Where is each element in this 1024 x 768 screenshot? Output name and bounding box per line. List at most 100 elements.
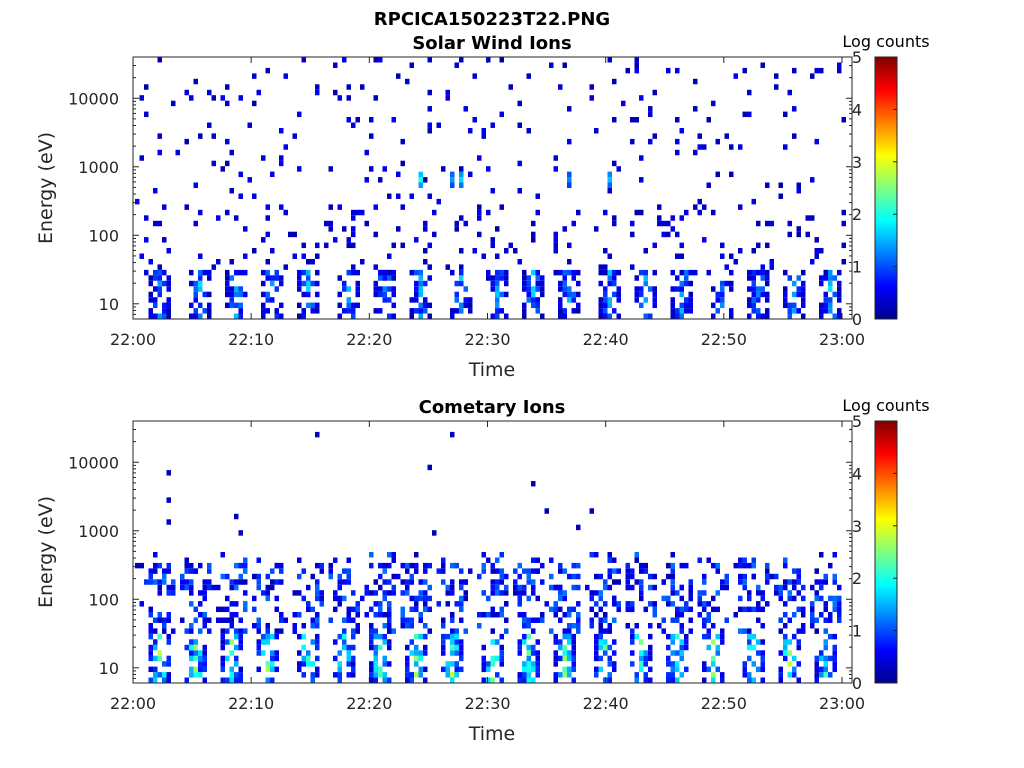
heatmap-cell <box>270 666 275 673</box>
heatmap-cell <box>445 590 450 596</box>
heatmap-cell <box>306 291 311 298</box>
heatmap-cell <box>819 584 824 591</box>
heatmap-cell <box>229 639 234 645</box>
panel2-colorbar-gradient <box>875 421 897 683</box>
heatmap-cell <box>553 248 558 254</box>
heatmap-cell <box>495 291 500 298</box>
heatmap-cell <box>819 248 824 254</box>
heatmap-cell <box>148 650 153 656</box>
heatmap-cell <box>270 584 275 591</box>
heatmap-cell <box>823 661 828 667</box>
heatmap-cell <box>301 655 306 662</box>
panel2-x-ticks: 22:00 22:10 22:20 22:30 22:40 22:50 23:00 <box>110 421 865 713</box>
heatmap-cell <box>522 617 527 623</box>
heatmap-cell <box>706 633 711 640</box>
heatmap-cell <box>697 133 702 139</box>
heatmap-cell <box>553 639 558 645</box>
heatmap-cell <box>459 182 464 188</box>
heatmap-cell <box>234 628 239 634</box>
heatmap-cell <box>751 633 756 640</box>
heatmap-cell <box>675 308 680 314</box>
heatmap-cell <box>517 100 522 107</box>
heatmap-cell <box>535 639 540 645</box>
heatmap-cell <box>778 650 783 656</box>
heatmap-cell <box>675 275 680 281</box>
heatmap-cell <box>279 155 284 161</box>
heatmap-cell <box>297 590 302 596</box>
heatmap-cell <box>382 568 387 574</box>
heatmap-cell <box>616 297 621 303</box>
heatmap-cell <box>279 302 284 309</box>
heatmap-cell <box>684 606 689 613</box>
heatmap-cell <box>828 655 833 662</box>
heatmap-cell <box>783 612 788 618</box>
heatmap-cell <box>612 291 617 298</box>
heatmap-cell <box>607 628 612 634</box>
heatmap-cell <box>274 286 279 292</box>
heatmap-cell <box>346 557 351 563</box>
heatmap-cell <box>522 308 527 314</box>
heatmap-cell <box>553 606 558 613</box>
heatmap-cell <box>387 297 392 303</box>
heatmap-cell <box>193 297 198 303</box>
heatmap-cell <box>387 579 392 585</box>
heatmap-cell <box>531 557 536 563</box>
heatmap-cell <box>567 242 572 249</box>
heatmap-cell <box>526 579 531 585</box>
heatmap-cell <box>751 308 756 314</box>
heatmap-cell <box>189 628 194 634</box>
heatmap-cell <box>198 666 203 673</box>
heatmap-cell <box>373 677 378 683</box>
heatmap-cell <box>778 617 783 623</box>
heatmap-cell <box>607 573 612 580</box>
heatmap-cell <box>373 650 378 656</box>
heatmap-cell <box>328 617 333 623</box>
heatmap-cell <box>612 650 617 656</box>
heatmap-cell <box>256 628 261 634</box>
heatmap-cell <box>310 280 315 287</box>
heatmap-cell <box>301 269 306 276</box>
heatmap-cell <box>747 655 752 662</box>
heatmap-cell <box>526 291 531 298</box>
heatmap-cell <box>711 677 716 683</box>
heatmap-cell <box>828 286 833 292</box>
heatmap-cell <box>796 182 801 188</box>
heatmap-cell <box>279 579 284 585</box>
heatmap-cell <box>207 291 212 298</box>
heatmap-cell <box>409 308 414 314</box>
heatmap-cell <box>535 209 540 216</box>
heatmap-cell <box>369 590 374 596</box>
heatmap-cell <box>675 67 680 74</box>
heatmap-cell <box>342 595 347 602</box>
heatmap-cell <box>531 650 536 656</box>
heatmap-cell <box>486 269 491 276</box>
heatmap-cell <box>760 313 765 319</box>
heatmap-cell <box>427 313 432 319</box>
heatmap-cell <box>715 297 720 303</box>
heatmap-cell <box>369 166 374 172</box>
heatmap-cell <box>783 302 788 309</box>
heatmap-cell <box>765 220 770 227</box>
panel1-ylabel: Energy (eV) <box>35 132 57 244</box>
heatmap-cell <box>504 275 509 281</box>
heatmap-cell <box>310 573 315 580</box>
heatmap-cell <box>832 313 837 319</box>
heatmap-cell <box>342 280 347 287</box>
heatmap-cell <box>171 579 176 585</box>
heatmap-cell <box>252 623 257 629</box>
heatmap-cell <box>234 562 239 569</box>
heatmap-cell <box>486 595 491 602</box>
heatmap-cell <box>490 606 495 613</box>
heatmap-cell <box>535 193 540 199</box>
heatmap-cell <box>400 606 405 613</box>
heatmap-cell <box>220 677 225 683</box>
heatmap-cell <box>535 280 540 287</box>
heatmap-cell <box>400 623 405 629</box>
heatmap-cell <box>571 275 576 281</box>
heatmap-cell <box>634 117 639 123</box>
heatmap-cell <box>765 562 770 569</box>
heatmap-cell <box>148 280 153 287</box>
heatmap-cell <box>315 617 320 623</box>
heatmap-cell <box>670 672 675 678</box>
heatmap-cell <box>445 672 450 678</box>
